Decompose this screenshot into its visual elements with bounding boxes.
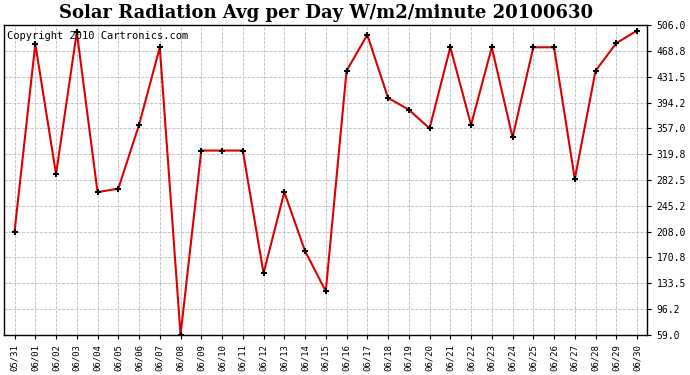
Title: Solar Radiation Avg per Day W/m2/minute 20100630: Solar Radiation Avg per Day W/m2/minute … bbox=[59, 4, 593, 22]
Text: Copyright 2010 Cartronics.com: Copyright 2010 Cartronics.com bbox=[8, 31, 188, 41]
